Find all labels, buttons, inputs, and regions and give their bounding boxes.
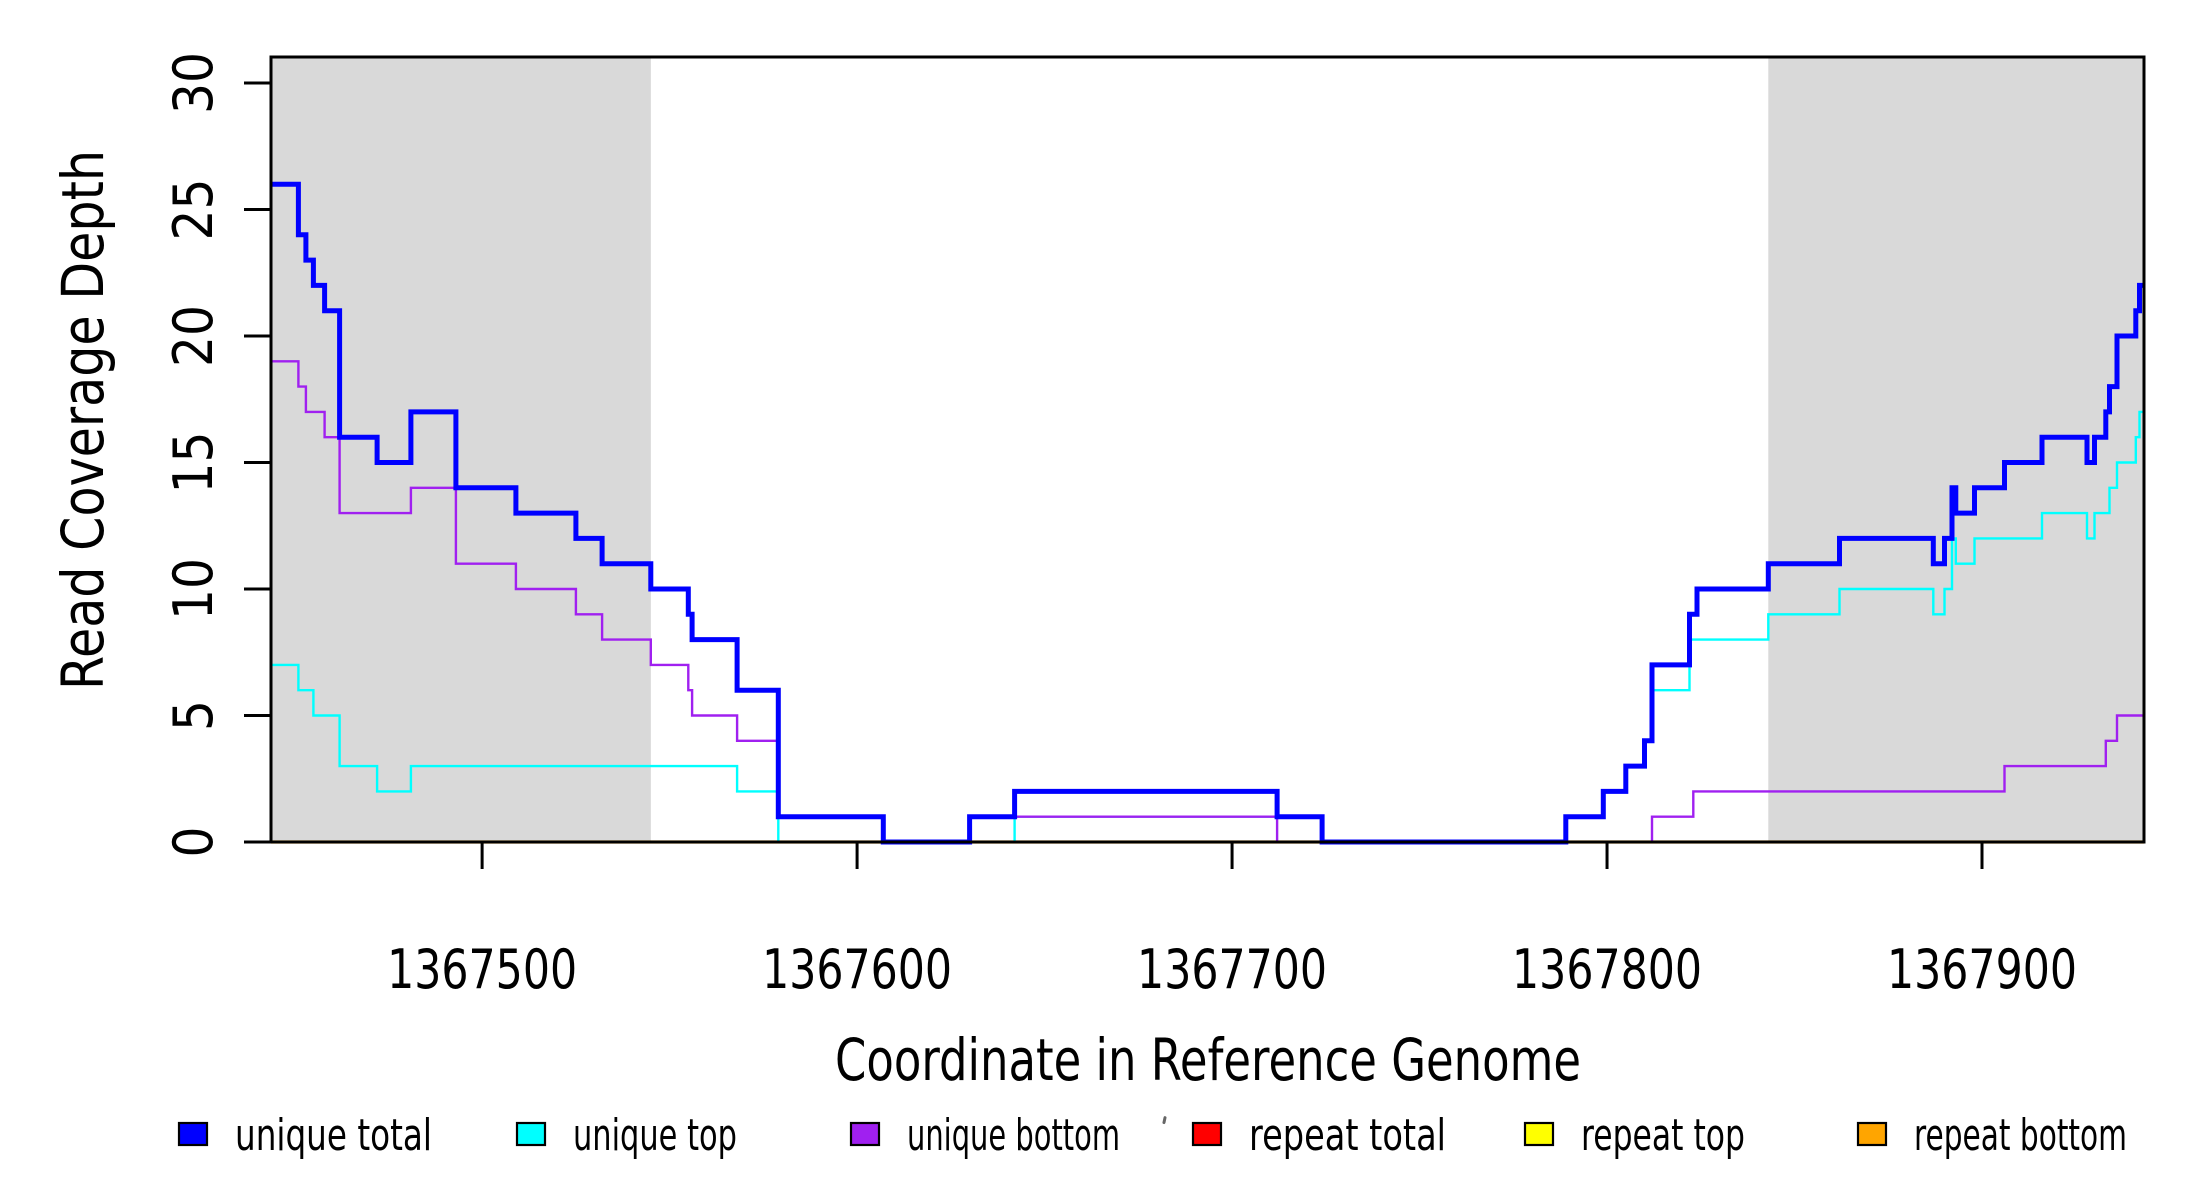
tick-label-layer: 1367500 1367600 1367700 1367800 1367900 0 5 10 1… [162, 52, 2077, 1001]
x-tick-label: 1367900 [1887, 938, 2077, 1001]
legend: unique total unique top unique bottom repea… [177, 1110, 2127, 1161]
legend-item-unique-total: unique total [177, 1110, 432, 1161]
legend-item-repeat-total: repeat total [1191, 1110, 1446, 1161]
y-tick-label: 20 [162, 305, 225, 367]
legend-swatch [849, 1121, 881, 1147]
legend-label: repeat total [1249, 1110, 1446, 1161]
x-tick-label: 1367700 [1137, 938, 1327, 1001]
y-tick-label: 15 [162, 432, 225, 494]
series-unique-bottom-line [271, 360, 2144, 844]
shaded-bands-layer [271, 57, 2144, 842]
x-axis-title: Coordinate in Reference Genome [835, 1026, 1581, 1094]
y-tick-label: 0 [162, 827, 225, 858]
right-gray-band [1768, 57, 2144, 842]
series-unique-total-line [271, 181, 2144, 845]
legend-item-repeat-top: repeat top [1523, 1110, 1745, 1161]
legend-swatch [1523, 1121, 1555, 1147]
axes-layer [244, 55, 2146, 869]
plot-box [269, 55, 2146, 844]
legend-swatch [515, 1121, 547, 1147]
left-gray-band [271, 57, 651, 842]
legend-item-unique-bottom: unique bottom [849, 1110, 1120, 1161]
legend-label: unique total [235, 1110, 432, 1161]
x-tick-label: 1367500 [387, 938, 577, 1001]
x-tick-label: 1367600 [762, 938, 952, 1001]
legend-item-repeat-bottom: repeat bottom [1856, 1110, 2127, 1161]
legend-label: repeat top [1581, 1110, 1745, 1161]
x-tick-label: 1367800 [1512, 938, 1702, 1001]
legend-label: unique top [573, 1110, 737, 1161]
legend-swatch [1191, 1121, 1223, 1147]
y-tick-label: 5 [162, 700, 225, 731]
legend-swatch [1856, 1121, 1888, 1147]
y-axis-title: Read Coverage Depth [49, 150, 117, 690]
legend-label: unique bottom [907, 1110, 1120, 1161]
legend-label: repeat bottom [1914, 1110, 2127, 1161]
y-tick-label: 30 [162, 52, 225, 114]
legend-swatch [177, 1121, 209, 1147]
legend-item-unique-top: unique top [515, 1110, 737, 1161]
y-tick-label: 10 [162, 558, 225, 620]
stray-mark-artifact [1162, 1116, 1167, 1125]
y-tick-label: 25 [162, 179, 225, 241]
